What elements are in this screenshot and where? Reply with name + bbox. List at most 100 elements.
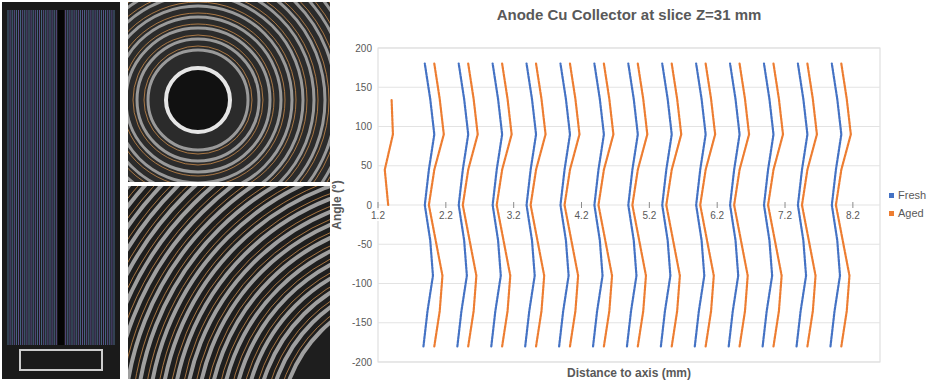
x-tick-label: 2.2 — [439, 210, 453, 221]
ct-ring — [128, 186, 330, 379]
ct-layer — [26, 10, 27, 345]
legend: FreshAged — [889, 189, 926, 219]
ct-layer — [99, 10, 100, 345]
grid-line — [378, 362, 880, 363]
ct-layer — [109, 10, 110, 345]
ct-ring — [128, 2, 330, 182]
ct-layer — [90, 10, 91, 345]
ct-side-view — [2, 2, 120, 379]
ct-layer — [33, 10, 34, 345]
ct-ring — [128, 186, 330, 379]
ct-ring — [128, 186, 330, 379]
ct-ring — [128, 186, 330, 379]
ct-ring — [191, 201, 330, 379]
ct-layer — [88, 10, 89, 345]
ct-layer — [93, 10, 94, 345]
grid-line — [378, 165, 880, 166]
ct-pin — [166, 68, 230, 132]
x-tick — [649, 202, 650, 208]
label-patch — [506, 210, 522, 221]
label-patch — [777, 210, 793, 221]
ct-layer — [114, 10, 115, 345]
ct-ring — [128, 2, 330, 182]
ct-layer — [76, 10, 77, 345]
ct-ring — [128, 2, 330, 182]
ct-layer — [107, 10, 108, 345]
ct-ring — [128, 2, 330, 182]
legend-marker — [889, 193, 894, 198]
grid-line — [378, 126, 880, 127]
ct-ring — [128, 186, 330, 379]
ct-ring — [184, 194, 330, 379]
ct-ring — [128, 2, 330, 182]
ct-ring — [137, 39, 259, 161]
ct-ring — [128, 186, 330, 379]
x-tick — [445, 202, 446, 208]
y-axis: -200-150-100-50050100150200 — [352, 43, 880, 368]
ct-layer — [12, 10, 13, 345]
ct-layer — [78, 10, 79, 345]
ct-ring — [128, 186, 330, 379]
ct-ring — [128, 2, 318, 182]
ct-ring — [128, 2, 330, 182]
legend-marker — [889, 211, 894, 216]
y-tick-label: 50 — [361, 160, 373, 171]
ct-ring — [133, 35, 263, 165]
label-patch — [370, 210, 386, 221]
ct-ring — [128, 24, 274, 176]
ct-layer — [105, 10, 106, 345]
y-tick-label: -200 — [352, 357, 372, 368]
ct-ring — [128, 17, 281, 182]
y-tick-label: -50 — [358, 239, 373, 250]
ct-ring — [128, 2, 330, 182]
ct-layer — [69, 10, 70, 345]
y-tick-label: 150 — [355, 82, 372, 93]
ct-ring — [128, 2, 307, 182]
ct-layer — [24, 10, 25, 345]
x-tick — [852, 202, 853, 208]
x-tick-label: 3.2 — [507, 210, 521, 221]
ct-layer — [18, 10, 19, 345]
ct-ring — [128, 2, 303, 182]
ct-layer — [65, 10, 66, 345]
ct-ring — [128, 2, 330, 182]
ct-layer — [111, 10, 112, 345]
ct-ring — [128, 2, 325, 182]
y-tick-label: 200 — [355, 43, 372, 54]
ct-layer — [50, 10, 51, 345]
data-group — [385, 64, 851, 347]
x-tick — [378, 202, 379, 208]
ct-layer — [97, 10, 98, 345]
grid-line — [378, 87, 880, 88]
canvas: Anode Cu Collector at slice Z=31 mm-200-… — [0, 0, 946, 383]
ct-ring — [128, 186, 330, 379]
x-tick-label: 4.2 — [575, 210, 589, 221]
ct-ring — [128, 2, 330, 182]
ct-layer — [45, 10, 46, 345]
ct-ring — [128, 2, 330, 182]
ct-layer — [86, 10, 87, 345]
x-axis-title: Distance to axis (mm) — [567, 366, 691, 380]
x-tick-label: 6.2 — [710, 210, 724, 221]
plot-frame — [378, 48, 880, 362]
series-line — [385, 64, 851, 347]
ct-ring — [128, 186, 330, 379]
ct-layer — [39, 10, 40, 345]
label-patch — [641, 210, 657, 221]
ct-ring — [128, 186, 330, 379]
ct-layer — [80, 10, 81, 345]
label-patch — [845, 210, 861, 221]
ct-layer — [54, 10, 55, 345]
ct-slice-edge — [128, 186, 330, 379]
ct-layer — [95, 10, 96, 345]
ct-ring — [128, 186, 330, 379]
ct-ring — [128, 186, 330, 379]
ct-layer — [14, 10, 15, 345]
ct-core — [58, 10, 64, 345]
ct-layer — [52, 10, 53, 345]
ct-ring — [128, 186, 330, 379]
ct-ring — [128, 6, 292, 182]
label-patch — [709, 210, 725, 221]
ct-ring — [128, 2, 330, 182]
ct-layer — [35, 10, 36, 345]
